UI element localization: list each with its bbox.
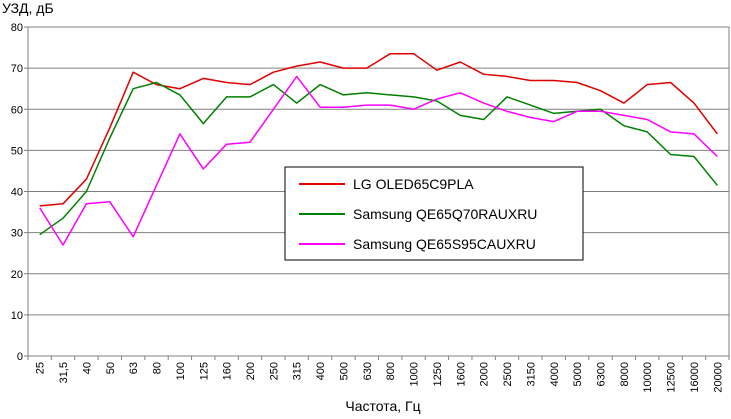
series-lines bbox=[39, 52, 718, 246]
x-tick-label-400: 400 bbox=[315, 362, 327, 380]
y-axis-label: УЗД, дБ bbox=[2, 0, 54, 16]
y-tick-label-80: 80 bbox=[11, 22, 23, 34]
x-tick-label-1600: 1600 bbox=[455, 362, 467, 386]
y-tick-label-40: 40 bbox=[11, 187, 23, 199]
x-tick-label-16000: 16000 bbox=[689, 362, 701, 393]
legend: LG OLED65C9PLA Samsung QE65Q70RAUXRU Samsu… bbox=[284, 166, 584, 261]
y-axis-ticks: 0 10 20 30 40 50 60 70 80 bbox=[11, 22, 28, 363]
legend-label-3: Samsung QE65S95CAUXRU bbox=[353, 236, 536, 252]
x-tick-label-1250: 1250 bbox=[432, 362, 444, 386]
y-tick-label-30: 30 bbox=[11, 228, 23, 240]
x-tick-label-12500: 12500 bbox=[666, 362, 678, 393]
x-tick-label-2000: 2000 bbox=[479, 362, 491, 386]
y-tick-label-10: 10 bbox=[11, 310, 23, 322]
x-tick-label-200: 200 bbox=[245, 362, 257, 380]
x-tick-label-63: 63 bbox=[128, 362, 140, 374]
x-tick-label-5000: 5000 bbox=[572, 362, 584, 386]
x-tick-label-4000: 4000 bbox=[549, 362, 561, 386]
x-axis-label: Частота, Гц bbox=[345, 398, 420, 414]
x-tick-label-1000: 1000 bbox=[409, 362, 421, 386]
x-tick-label-31-5: 31,5 bbox=[58, 362, 70, 383]
x-tick-label-125: 125 bbox=[198, 362, 210, 380]
y-tick-label-70: 70 bbox=[11, 63, 23, 75]
x-tick-label-25: 25 bbox=[35, 362, 47, 374]
x-tick-label-80: 80 bbox=[152, 362, 164, 374]
x-tick-label-2500: 2500 bbox=[502, 362, 514, 386]
x-tick-label-800: 800 bbox=[385, 362, 397, 380]
y-tick-label-50: 50 bbox=[11, 145, 23, 157]
legend-label-1: LG OLED65C9PLA bbox=[353, 176, 474, 192]
x-tick-label-630: 630 bbox=[362, 362, 374, 380]
x-tick-label-160: 160 bbox=[222, 362, 234, 380]
x-tick-label-8000: 8000 bbox=[619, 362, 631, 386]
x-tick-label-10000: 10000 bbox=[642, 362, 654, 393]
y-tick-label-20: 20 bbox=[11, 269, 23, 281]
x-tick-label-315: 315 bbox=[292, 362, 304, 380]
x-tick-label-40: 40 bbox=[81, 362, 93, 374]
y-tick-label-60: 60 bbox=[11, 104, 23, 116]
x-tick-label-6300: 6300 bbox=[595, 362, 607, 386]
y-tick-label-0: 0 bbox=[17, 351, 23, 363]
x-tick-label-3150: 3150 bbox=[525, 362, 537, 386]
x-axis-ticks: 25 31,5 40 50 63 80 100 125 160 200 250 315 400 500 63… bbox=[27, 356, 730, 393]
x-tick-label-100: 100 bbox=[175, 362, 187, 380]
x-tick-label-500: 500 bbox=[338, 362, 350, 380]
legend-label-2: Samsung QE65Q70RAUXRU bbox=[353, 206, 537, 222]
series-line-1 bbox=[39, 52, 718, 207]
x-tick-label-250: 250 bbox=[268, 362, 280, 380]
x-tick-label-20000: 20000 bbox=[712, 362, 724, 393]
x-tick-label-50: 50 bbox=[105, 362, 117, 374]
series-line-3 bbox=[39, 75, 718, 246]
